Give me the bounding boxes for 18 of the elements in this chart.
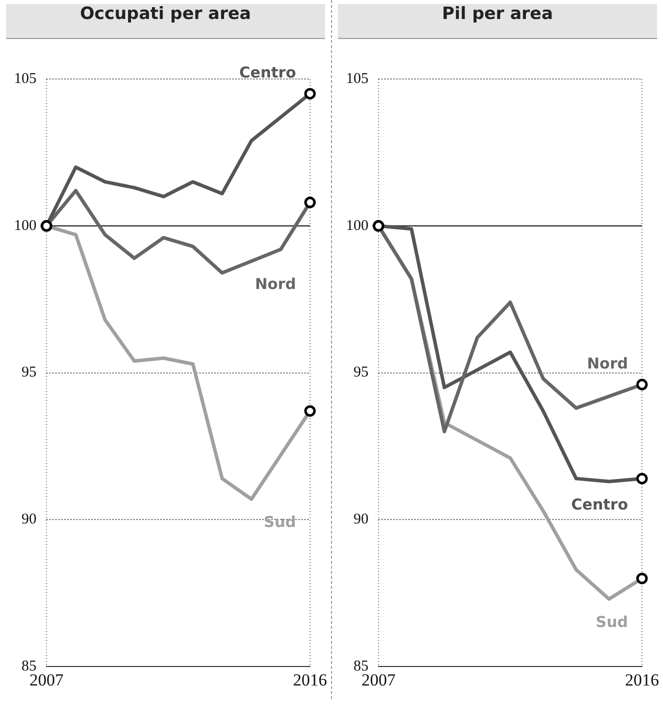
series-label: Centro [239, 64, 296, 82]
y-tick-label: 105 [14, 70, 36, 87]
y-tick-label: 100 [346, 218, 368, 234]
series-label: Centro [571, 495, 628, 514]
series-label: Sud [264, 513, 296, 532]
y-tick-label: 100 [14, 218, 36, 234]
y-tick-label: 90 [22, 512, 36, 528]
y-tick-label: 105 [346, 70, 368, 87]
x-tick-label: 2016 [625, 670, 659, 690]
series-label: Sud [596, 612, 628, 631]
series-label: Nord [255, 275, 296, 294]
x-tick-label: 2016 [293, 670, 327, 690]
chart-title: Pil per area [338, 4, 657, 39]
series-label: Nord [587, 354, 628, 372]
y-tick-label: 95 [354, 364, 368, 381]
chart-title: Occupati per area [6, 4, 325, 39]
y-tick-label: 95 [22, 364, 36, 381]
y-tick-label: 90 [354, 512, 368, 528]
